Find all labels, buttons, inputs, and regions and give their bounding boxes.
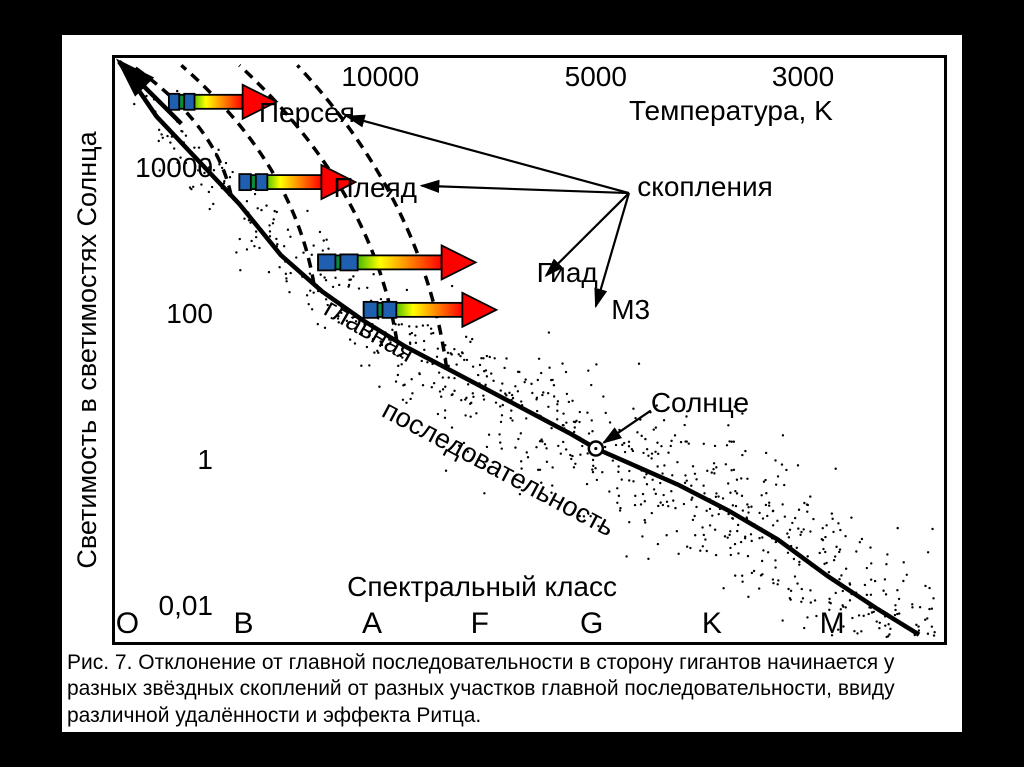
plot-area: главнаяпоследовательность: [112, 55, 947, 645]
temperature-tick-label: 10000: [320, 61, 440, 93]
scatter-points: [125, 73, 936, 639]
spectral-class-axis-label: Спектральный класс: [347, 571, 617, 603]
rainbow-arrow-3: [364, 303, 463, 317]
spectral-class-tick-label: F: [460, 607, 500, 641]
spectral-class-tick-label: M: [812, 607, 852, 641]
temperature-tick-label: 5000: [536, 61, 656, 93]
main-sequence-curve: [119, 62, 919, 635]
hr-diagram-svg: главнаяпоследовательность: [115, 58, 944, 642]
figure: Светимость в светимостях Солнца главнаяп…: [62, 35, 962, 732]
sun-label: Солнце: [651, 387, 749, 419]
temperature-tick-label: 3000: [743, 61, 863, 93]
turnoff-label-Персея: Персея: [259, 97, 355, 129]
y-tick-label: 10000: [118, 152, 213, 184]
spectral-class-tick-label: B: [223, 607, 263, 641]
rainbow-arrow-2: [318, 255, 442, 269]
turnoff-label-M3: M3: [611, 294, 650, 326]
spectral-class-tick-label: A: [352, 607, 392, 641]
main-sequence-label-2: последовательность: [377, 395, 619, 543]
spectral-class-tick-label: O: [107, 607, 147, 641]
spectral-class-tick-label: G: [572, 607, 612, 641]
cluster-pointer: [422, 186, 629, 193]
turnoff-label-Плеяд: Плеяд: [333, 172, 417, 204]
y-tick-label: 1: [118, 444, 213, 476]
turnoff-label-Гиад: Гиад: [537, 257, 598, 289]
y-axis-label: Светимость в светимостях Солнца: [72, 60, 103, 640]
temperature-axis-label: Температура, K: [629, 95, 833, 127]
clusters-label: скопления: [637, 171, 772, 203]
y-tick-label: 100: [118, 298, 213, 330]
figure-caption: Рис. 7. Отклонение от главной последоват…: [67, 650, 957, 729]
spectral-class-tick-label: K: [692, 607, 732, 641]
